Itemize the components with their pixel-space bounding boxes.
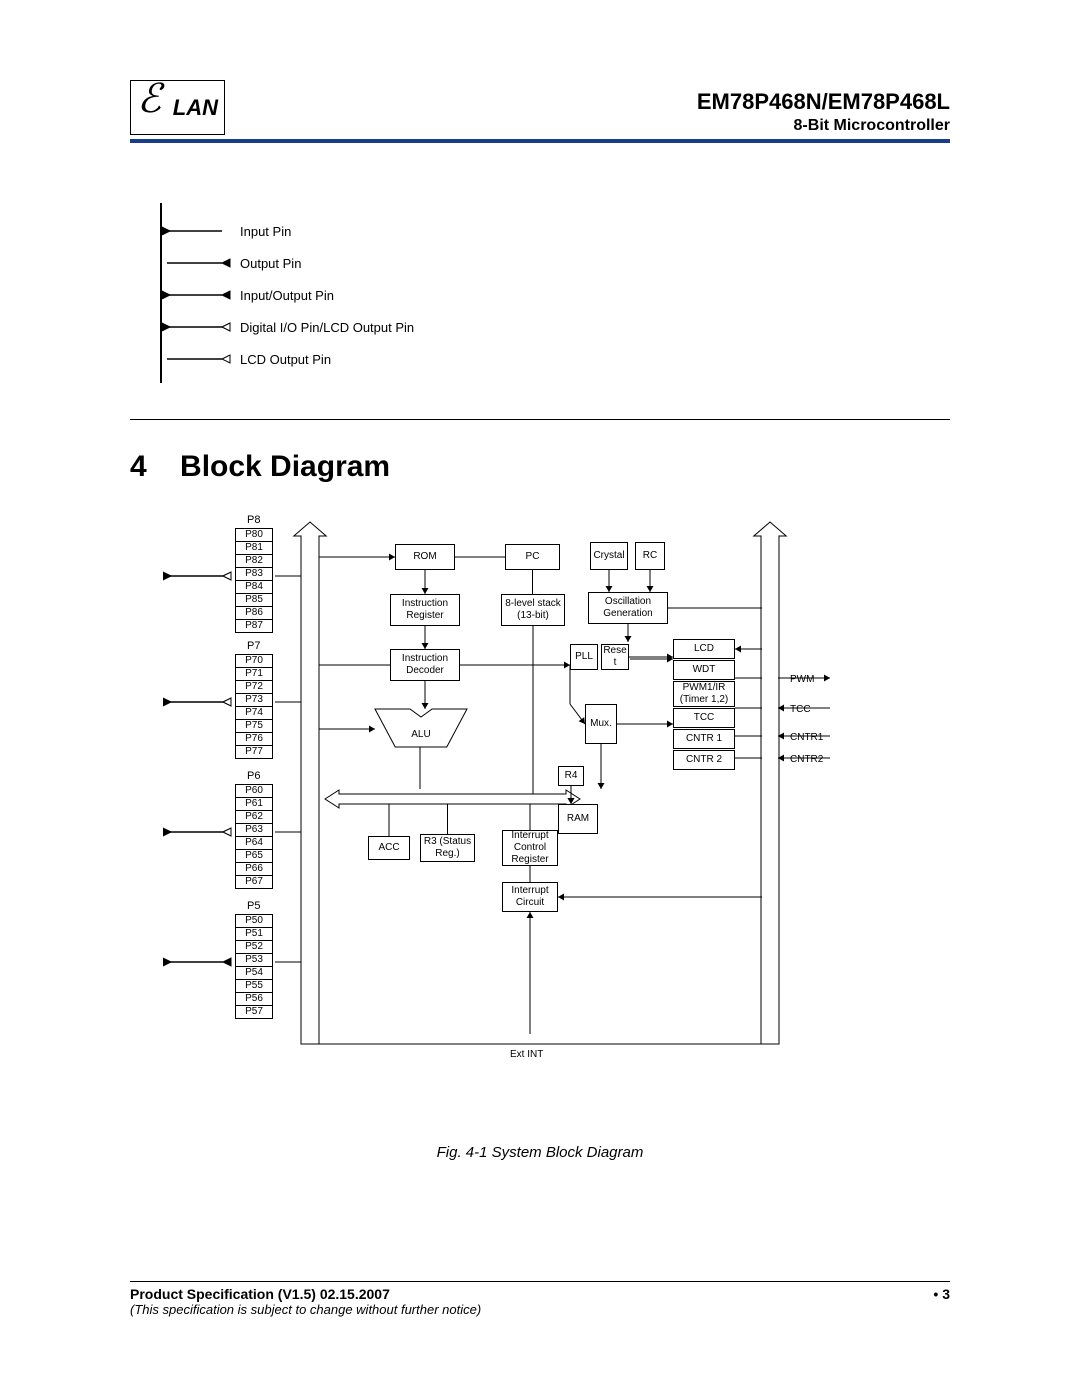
port-pin: P56: [236, 993, 272, 1006]
legend-row: Input Pin: [162, 223, 291, 239]
page-footer: Product Specification (V1.5) 02.15.2007 …: [130, 1274, 950, 1317]
block-ram: RAM: [558, 804, 598, 834]
port-pin: P75: [236, 720, 272, 733]
block-pc: PC: [505, 544, 560, 570]
port-group-label: P7: [247, 640, 260, 652]
block-idec: InstructionDecoder: [390, 649, 460, 681]
port-pin: P85: [236, 594, 272, 607]
block-cntr2: CNTR 2: [673, 750, 735, 770]
port-pin: P55: [236, 980, 272, 993]
block-r3: R3 (StatusReg.): [420, 834, 475, 862]
legend-divider: [130, 419, 950, 420]
block-ireg: InstructionRegister: [390, 594, 460, 626]
port-pin: P51: [236, 928, 272, 941]
port-pin: P57: [236, 1006, 272, 1018]
legend-row: Input/Output Pin: [162, 287, 334, 303]
port-group-label: P5: [247, 900, 260, 912]
legend-label: LCD Output Pin: [240, 352, 331, 367]
legend-row: LCD Output Pin: [162, 351, 331, 367]
port-pin: P64: [236, 837, 272, 850]
port-stack: P80P81P82P83P84P85P86P87: [235, 528, 273, 633]
port-pin: P72: [236, 681, 272, 694]
io-label: CNTR1: [790, 732, 823, 743]
section-heading: 4 Block Diagram: [130, 450, 950, 484]
header-rule: [130, 139, 950, 143]
block-lcd: LCD: [673, 639, 735, 659]
footer-version: Product Specification (V1.5) 02.15.2007: [130, 1286, 390, 1302]
port-pin: P77: [236, 746, 272, 758]
port-pin: P52: [236, 941, 272, 954]
port-stack: P60P61P62P63P64P65P66P67: [235, 784, 273, 889]
block-r4: R4: [558, 766, 584, 786]
port-pin: P60: [236, 785, 272, 798]
port-pin: P53: [236, 954, 272, 967]
footer-pagenum: • 3: [933, 1286, 950, 1302]
io-label: CNTR2: [790, 754, 823, 765]
section-title: Block Diagram: [180, 450, 390, 483]
section-number: 4: [130, 450, 147, 483]
figure-caption: Fig. 4-1 System Block Diagram: [130, 1144, 950, 1161]
port-pin: P76: [236, 733, 272, 746]
block-wdt: WDT: [673, 660, 735, 680]
port-pin: P83: [236, 568, 272, 581]
io-label: PWM: [790, 674, 814, 685]
block-cntr1: CNTR 1: [673, 729, 735, 749]
svg-text:ALU: ALU: [411, 729, 430, 740]
port-pin: P82: [236, 555, 272, 568]
port-pin: P80: [236, 529, 272, 542]
port-pin: P81: [236, 542, 272, 555]
port-group-label: P8: [247, 514, 260, 526]
block-intctrl: InterruptControlRegister: [502, 830, 558, 866]
legend-row: Output Pin: [162, 255, 301, 271]
port-pin: P65: [236, 850, 272, 863]
port-pin: P87: [236, 620, 272, 632]
legend-label: Input/Output Pin: [240, 288, 334, 303]
block-diagram: ALU P8P80P81P82P83P84P85P86P87P7P70P71P7…: [130, 504, 950, 1134]
logo-script: ℰ: [137, 75, 161, 122]
block-stack: 8-level stack(13-bit): [501, 594, 565, 626]
port-stack: P50P51P52P53P54P55P56P57: [235, 914, 273, 1019]
ext-int-label: Ext INT: [510, 1049, 543, 1060]
port-pin: P54: [236, 967, 272, 980]
port-pin: P74: [236, 707, 272, 720]
legend-label: Digital I/O Pin/LCD Output Pin: [240, 320, 414, 335]
block-oscgen: OscillationGeneration: [588, 592, 668, 624]
block-mux: Mux.: [585, 704, 617, 744]
port-pin: P86: [236, 607, 272, 620]
port-pin: P50: [236, 915, 272, 928]
pin-legend: Input Pin Output Pin Input/Output Pin Digit…: [130, 203, 950, 413]
block-intcirc: InterruptCircuit: [502, 882, 558, 912]
block-pwmir: PWM1/IR(Timer 1,2): [673, 681, 735, 707]
port-stack: P70P71P72P73P74P75P76P77: [235, 654, 273, 759]
block-tcc: TCC: [673, 708, 735, 728]
footer-rule: [130, 1281, 950, 1282]
legend-label: Input Pin: [240, 224, 291, 239]
block-reset: Reset: [601, 644, 629, 670]
block-crystal: Crystal: [590, 542, 628, 570]
port-pin: P73: [236, 694, 272, 707]
block-rom: ROM: [395, 544, 455, 570]
legend-label: Output Pin: [240, 256, 301, 271]
brand-logo: ℰ LAN: [130, 80, 225, 135]
port-pin: P84: [236, 581, 272, 594]
block-rc: RC: [635, 542, 665, 570]
port-pin: P61: [236, 798, 272, 811]
footer-note: (This specification is subject to change…: [130, 1302, 950, 1317]
port-pin: P71: [236, 668, 272, 681]
io-label: TCC: [790, 704, 811, 715]
doc-title: EM78P468N/EM78P468L: [697, 89, 950, 115]
block-acc: ACC: [368, 836, 410, 860]
port-pin: P66: [236, 863, 272, 876]
block-pll: PLL: [570, 644, 598, 670]
page-header: ℰ LAN EM78P468N/EM78P468L 8-Bit Microcon…: [130, 80, 950, 135]
port-pin: P63: [236, 824, 272, 837]
logo-text: LAN: [173, 95, 218, 121]
port-pin: P67: [236, 876, 272, 888]
legend-row: Digital I/O Pin/LCD Output Pin: [162, 319, 414, 335]
port-pin: P62: [236, 811, 272, 824]
doc-subtitle: 8-Bit Microcontroller: [697, 117, 950, 135]
port-group-label: P6: [247, 770, 260, 782]
port-pin: P70: [236, 655, 272, 668]
